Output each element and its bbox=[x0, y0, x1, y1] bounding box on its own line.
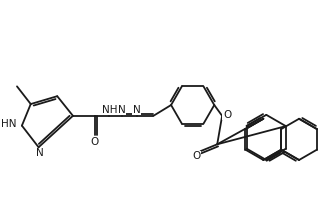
Text: HN: HN bbox=[1, 119, 17, 129]
Text: O: O bbox=[223, 110, 231, 120]
Text: N: N bbox=[36, 148, 44, 158]
Text: O: O bbox=[90, 137, 98, 147]
Text: O: O bbox=[193, 151, 201, 161]
Text: N: N bbox=[133, 105, 141, 115]
Text: NH: NH bbox=[102, 105, 117, 115]
Text: N: N bbox=[118, 105, 126, 115]
